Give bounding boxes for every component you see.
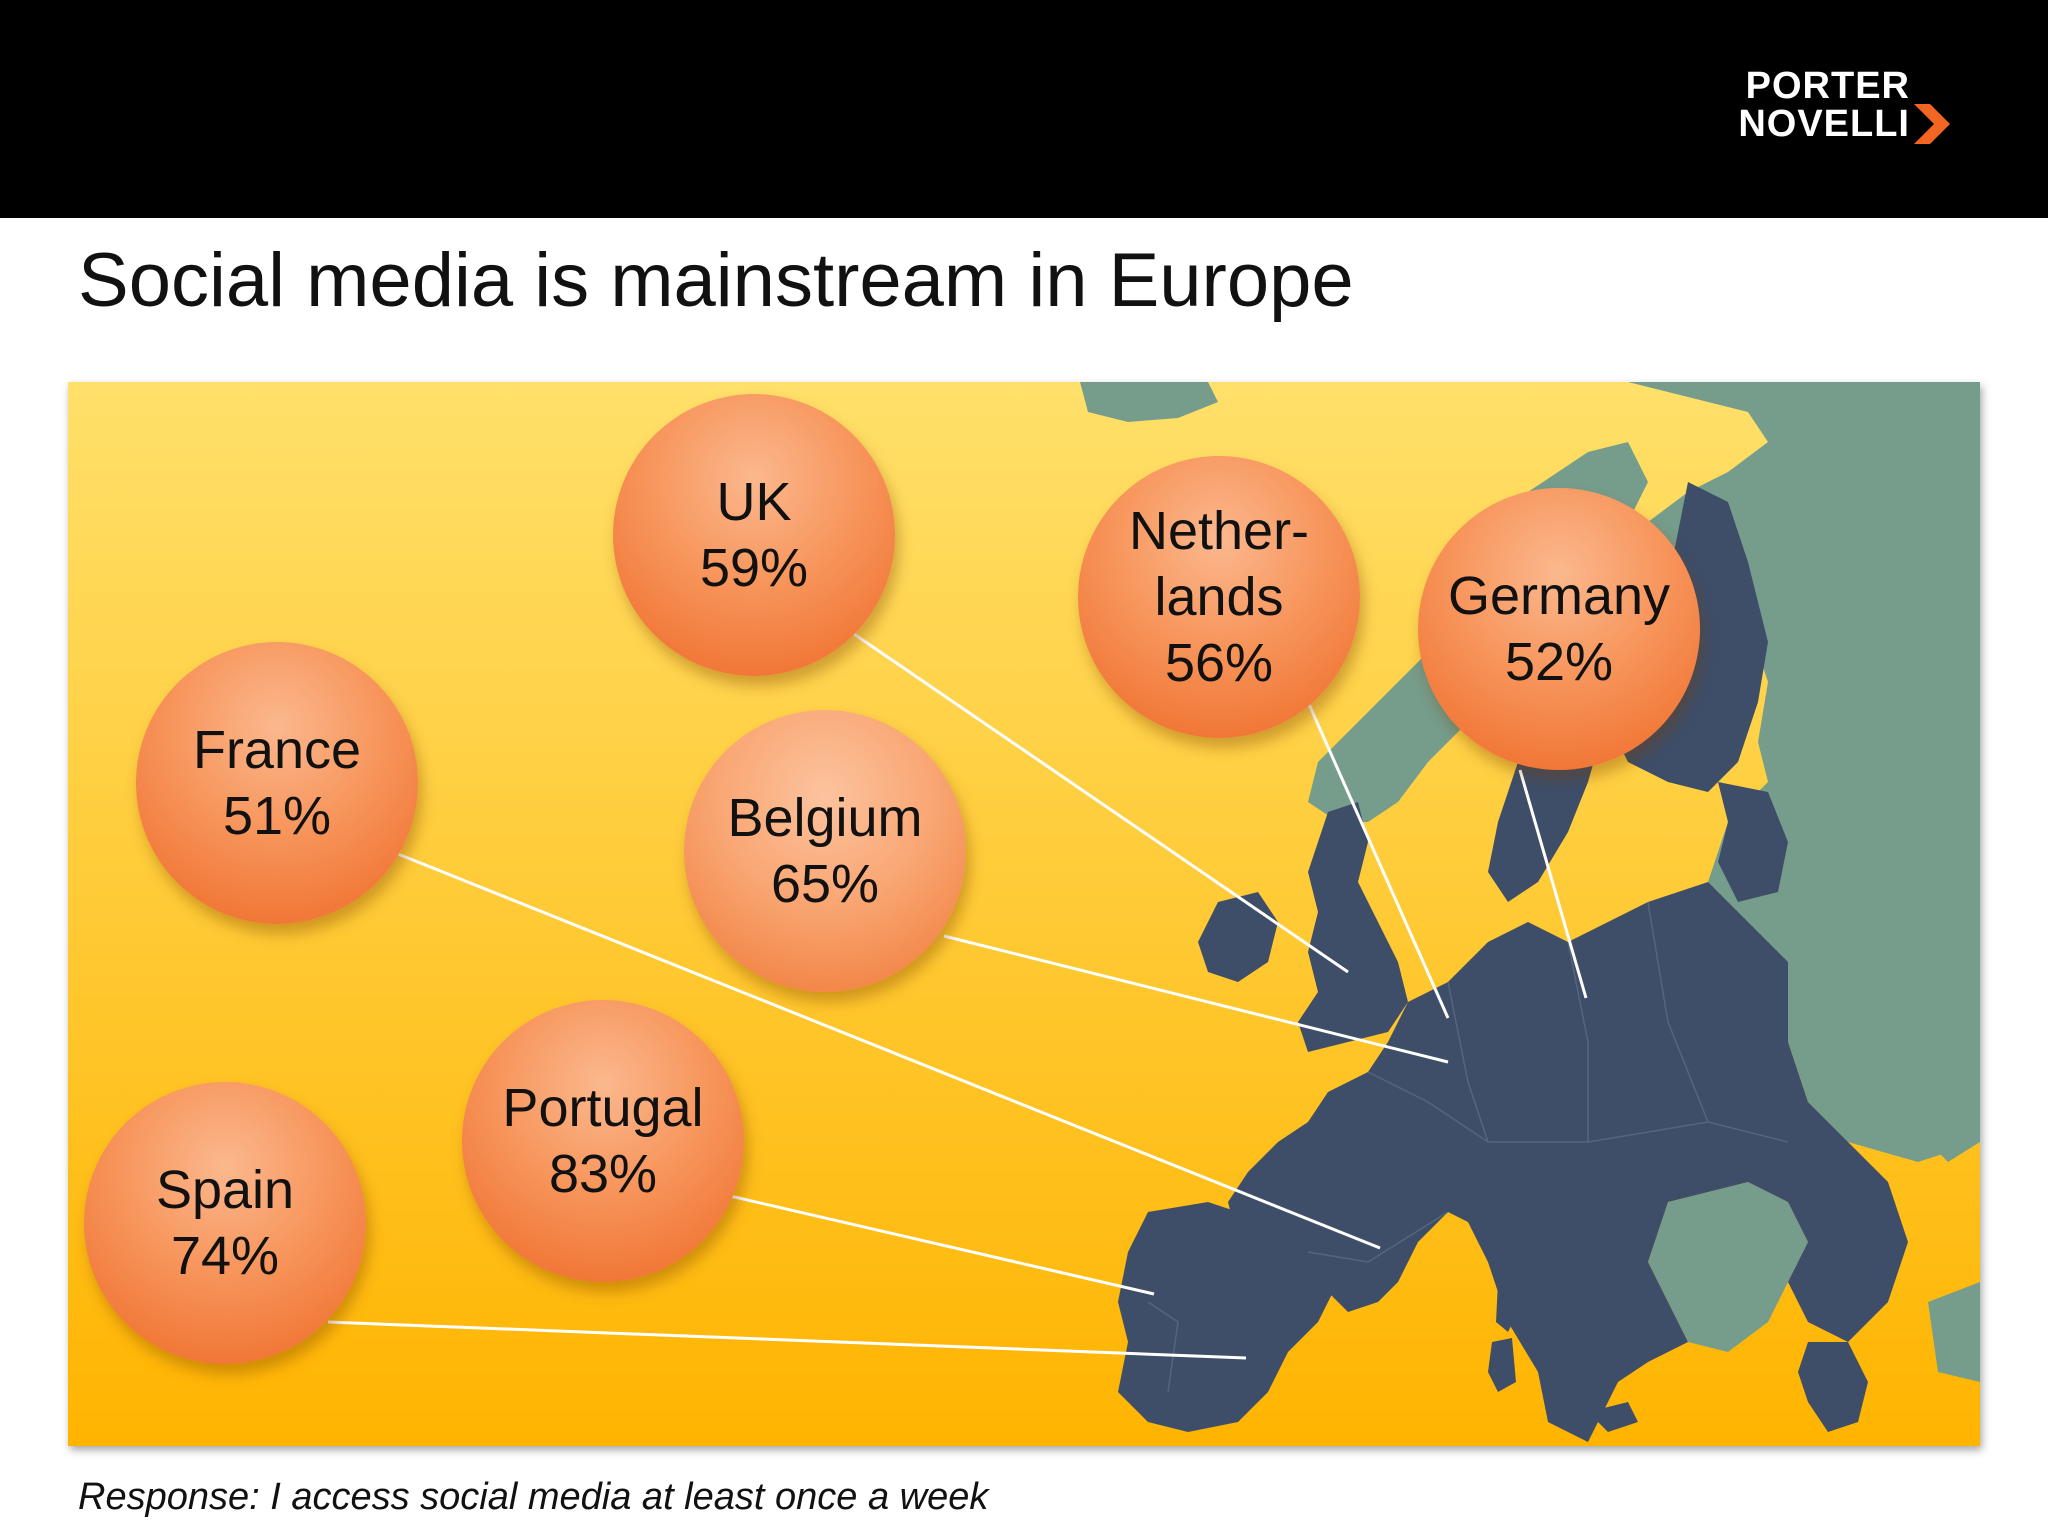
bubble-portugal: Portugal 83% bbox=[462, 1000, 744, 1282]
bubble-portugal-line-2: 83% bbox=[548, 1144, 658, 1204]
bubble-portugal-line-1: Portugal bbox=[502, 1078, 704, 1138]
bubble-spain-line-1: Spain bbox=[155, 1160, 295, 1220]
bubble-germany-line-2: 52% bbox=[1504, 632, 1614, 692]
bubble-belgium: Belgium 65% bbox=[684, 710, 966, 992]
header-bar: PORTER NOVELLI bbox=[0, 0, 2048, 218]
bubble-france-line-2: 51% bbox=[222, 786, 332, 846]
bubble-netherlands-line-3: 56% bbox=[1164, 633, 1274, 693]
bubble-uk-line-1: UK bbox=[716, 472, 792, 532]
connector-netherlands bbox=[1306, 701, 1450, 1019]
connector-portugal bbox=[729, 1194, 1155, 1296]
connector-belgium bbox=[943, 934, 1449, 1064]
bubble-uk: UK 59% bbox=[613, 394, 895, 676]
bubble-france: France 51% bbox=[136, 642, 418, 924]
bubble-germany-line-1: Germany bbox=[1447, 566, 1671, 626]
connector-france bbox=[397, 852, 1381, 1250]
bubble-germany: Germany 52% bbox=[1418, 488, 1700, 770]
bubble-france-line-1: France bbox=[192, 720, 362, 780]
footnote: Response: I access social media at least… bbox=[78, 1476, 989, 1518]
bubble-netherlands: Nether- lands 56% bbox=[1078, 456, 1360, 738]
connector-uk bbox=[853, 632, 1349, 974]
logo-line-2: NOVELLI bbox=[1738, 103, 1910, 145]
bubble-netherlands-line-2: lands bbox=[1154, 567, 1284, 627]
porter-novelli-logo: PORTER NOVELLI bbox=[1738, 62, 1968, 152]
chevron-icon bbox=[1914, 104, 1950, 144]
bubble-spain: Spain 74% bbox=[84, 1082, 366, 1364]
europe-map-panel bbox=[68, 382, 1980, 1446]
logo-line-1: PORTER bbox=[1745, 65, 1910, 107]
bubble-uk-line-2: 59% bbox=[699, 538, 809, 598]
bubble-spain-line-2: 74% bbox=[170, 1226, 280, 1286]
bubble-netherlands-line-1: Nether- bbox=[1128, 501, 1310, 561]
bubble-belgium-line-2: 65% bbox=[770, 854, 880, 914]
country-borders bbox=[1147, 901, 1789, 1393]
connector-germany bbox=[1518, 769, 1588, 999]
europe-map bbox=[68, 382, 1980, 1446]
slide-title: Social media is mainstream in Europe bbox=[78, 238, 1354, 323]
connector-spain bbox=[327, 1320, 1247, 1360]
connector-lines bbox=[327, 632, 1588, 1360]
bubble-belgium-line-1: Belgium bbox=[727, 788, 923, 848]
